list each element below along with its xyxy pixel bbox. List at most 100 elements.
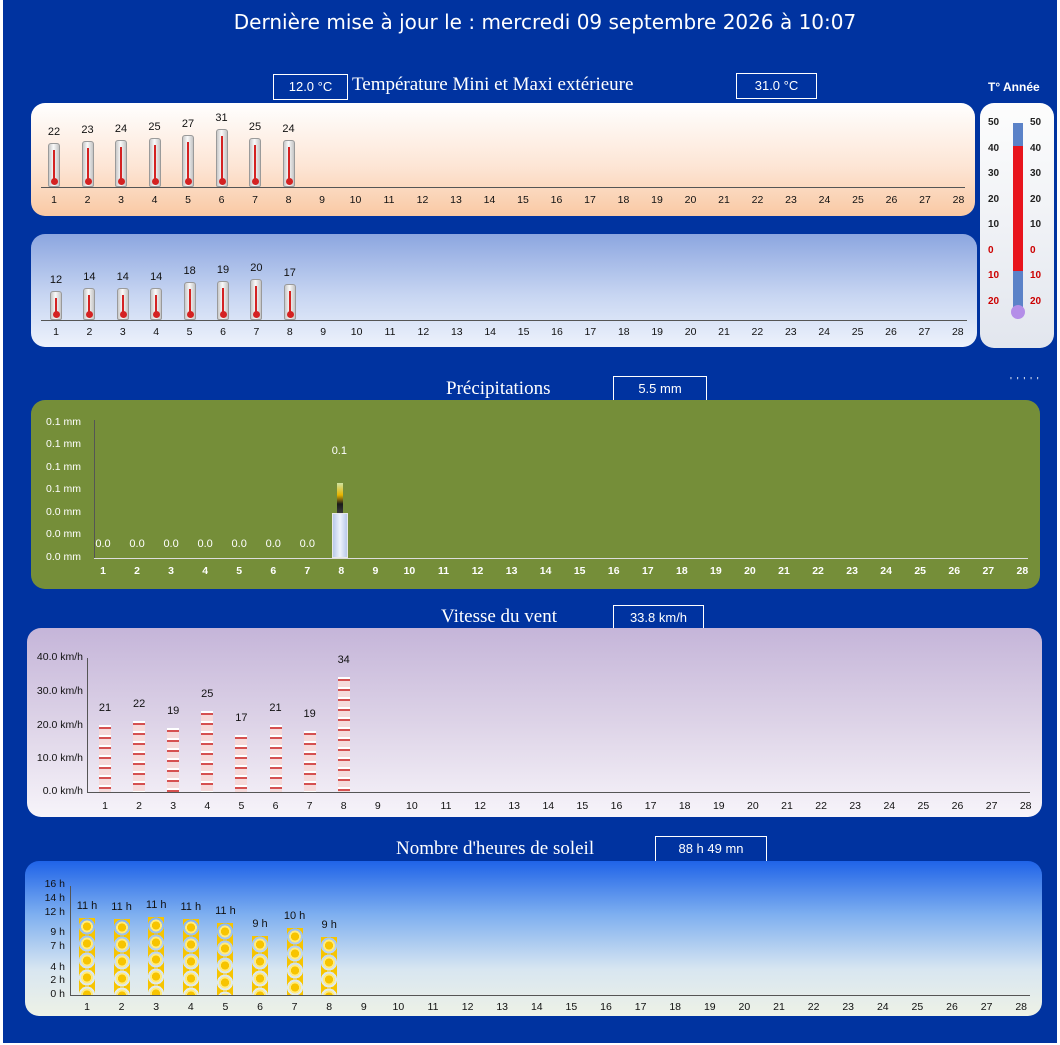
- day-label-9: 9: [320, 326, 327, 338]
- day-label-27: 27: [982, 565, 995, 577]
- day-label-12: 12: [417, 326, 430, 338]
- day-label-10: 10: [350, 326, 363, 338]
- day-label-9: 9: [374, 800, 381, 812]
- sunshine-y-tick: 9 h: [50, 926, 65, 939]
- sunshine-y-tick: 2 h: [50, 974, 65, 987]
- day-label-4: 4: [151, 194, 158, 206]
- day-label-17: 17: [641, 565, 654, 577]
- sunshine-hours-bar: [113, 918, 130, 995]
- wind-speed-bar: [201, 711, 214, 792]
- wind-speed-bar: [303, 731, 316, 792]
- day-label-3: 3: [118, 194, 124, 206]
- sunshine-hours-bar: [182, 919, 199, 995]
- day-label-28: 28: [1019, 800, 1032, 812]
- day-label-23: 23: [784, 326, 797, 338]
- min-temp-thermometer: [250, 279, 263, 320]
- day-label-5: 5: [222, 1001, 229, 1013]
- year-thermo-tick-right: 0: [1030, 244, 1036, 256]
- day-label-2: 2: [84, 194, 91, 206]
- temperature-title: Température Mini et Maxi extérieure: [352, 74, 634, 95]
- year-thermo-tick-left: 30: [988, 168, 1000, 179]
- precipitation-label: 0.0: [163, 538, 179, 550]
- day-label-14: 14: [484, 326, 497, 338]
- day-label-1: 1: [102, 800, 108, 812]
- day-label-1: 1: [53, 326, 59, 338]
- max-temp-label: 25: [248, 121, 262, 134]
- max-temp-thermometer: [81, 141, 94, 187]
- day-label-12: 12: [474, 800, 486, 812]
- day-label-13: 13: [496, 1001, 509, 1013]
- day-label-25: 25: [911, 1001, 924, 1013]
- min-temp-thermometer: [83, 288, 96, 320]
- day-label-7: 7: [304, 565, 311, 577]
- wind-speed-bar: [337, 677, 350, 792]
- day-label-13: 13: [450, 194, 462, 206]
- year-thermo-title: T° Année: [988, 80, 1040, 94]
- day-label-11: 11: [437, 565, 450, 577]
- sunshine-hours-bar: [148, 917, 165, 995]
- day-label-21: 21: [773, 1001, 785, 1013]
- day-label-14: 14: [542, 800, 555, 812]
- min-temp-label: 12: [49, 274, 63, 287]
- sunshine-y-tick: 7 h: [50, 939, 65, 952]
- year-thermometer-panel: 50 50 40 40 30 30 20 20 10 10 0 0 10 10 20 20: [980, 103, 1054, 348]
- wind-speed-bar: [133, 721, 146, 792]
- sunshine-total: 88 h 49 mn: [655, 836, 767, 862]
- wind-title: Vitesse du vent: [441, 606, 558, 627]
- day-label-3: 3: [119, 326, 126, 338]
- day-label-25: 25: [851, 326, 864, 338]
- day-label-23: 23: [846, 565, 858, 577]
- precipitation-title: Précipitations: [446, 378, 551, 399]
- day-label-6: 6: [270, 565, 277, 577]
- wind-speed-label: 21: [269, 701, 282, 714]
- min-temp-label: 14: [116, 271, 129, 284]
- precipitation-label: 0.0: [231, 538, 247, 550]
- day-label-9: 9: [319, 194, 325, 206]
- precipitation-total: 5.5 mm: [613, 376, 707, 402]
- sunshine-hours-label: 10 h: [283, 909, 306, 922]
- precipitation-baseline: [94, 558, 1028, 559]
- max-temp-thermometer: [182, 135, 194, 187]
- day-label-15: 15: [565, 1001, 578, 1013]
- sunshine-y-tick: 4 h: [50, 960, 65, 973]
- day-label-6: 6: [220, 326, 226, 338]
- year-thermo-tick-right: 10: [1030, 219, 1042, 230]
- sunshine-hours-label: 11 h: [76, 900, 98, 912]
- day-label-20: 20: [684, 326, 697, 338]
- day-label-11: 11: [440, 800, 452, 812]
- day-label-7: 7: [253, 326, 260, 338]
- day-label-17: 17: [644, 800, 657, 812]
- day-label-11: 11: [427, 1001, 439, 1013]
- day-label-12: 12: [416, 194, 429, 206]
- min-temp-thermometer: [217, 280, 229, 320]
- day-label-26: 26: [946, 1001, 958, 1013]
- year-thermo-tick-left: 40: [988, 142, 1000, 154]
- day-label-19: 19: [712, 800, 725, 812]
- wind-y-tick: 20.0 km/h: [36, 718, 83, 731]
- day-label-25: 25: [914, 565, 927, 577]
- day-label-26: 26: [948, 565, 961, 577]
- wind-speed-bar: [269, 724, 282, 792]
- wind-speed-label: 25: [201, 688, 214, 700]
- day-label-18: 18: [617, 194, 630, 206]
- wind-speed-label: 19: [167, 704, 180, 717]
- day-label-21: 21: [778, 565, 790, 577]
- precipitation-label: 0.0: [129, 538, 145, 550]
- year-thermo-tick-right: 20: [1030, 193, 1042, 205]
- precipitation-label: 0.0: [299, 538, 315, 550]
- max-temp-thermometer: [48, 142, 60, 187]
- wind-y-tick: 0.0 km/h: [42, 785, 83, 797]
- precipitation-y-tick: 0.1 mm: [45, 438, 81, 450]
- sunshine-hours-label: 11 h: [111, 900, 132, 913]
- day-label-24: 24: [818, 194, 831, 206]
- year-thermo-tick-left: 10: [988, 219, 1000, 230]
- max-temp-thermometer: [115, 139, 127, 187]
- day-label-23: 23: [842, 1001, 855, 1013]
- day-label-20: 20: [744, 565, 756, 577]
- sunshine-y-axis: [70, 886, 71, 996]
- rain-drops-icon: ' ' ' ' ': [1010, 376, 1040, 387]
- day-label-23: 23: [849, 800, 862, 812]
- day-label-4: 4: [187, 1001, 194, 1013]
- day-label-16: 16: [610, 800, 623, 812]
- day-label-3: 3: [168, 565, 175, 577]
